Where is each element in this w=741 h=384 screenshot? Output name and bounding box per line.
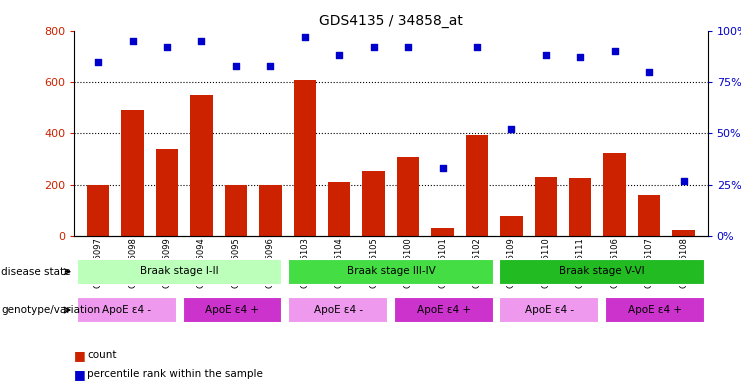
Bar xyxy=(328,182,350,236)
Text: Braak stage I-II: Braak stage I-II xyxy=(140,266,219,276)
Text: ■: ■ xyxy=(74,368,86,381)
Bar xyxy=(672,230,695,236)
Bar xyxy=(397,157,419,236)
Bar xyxy=(293,79,316,236)
Bar xyxy=(87,185,110,236)
Point xyxy=(540,52,552,58)
Point xyxy=(196,38,207,44)
Text: ApoE ε4 +: ApoE ε4 + xyxy=(205,305,259,314)
Bar xyxy=(605,297,705,323)
Bar xyxy=(393,297,494,323)
Text: ApoE ε4 +: ApoE ε4 + xyxy=(416,305,471,314)
Text: ApoE ε4 -: ApoE ε4 - xyxy=(102,305,151,314)
Point xyxy=(436,165,448,171)
Bar xyxy=(77,297,177,323)
Text: Braak stage V-VI: Braak stage V-VI xyxy=(559,266,645,276)
Bar xyxy=(499,297,599,323)
Bar xyxy=(535,177,557,236)
Bar xyxy=(259,185,282,236)
Point xyxy=(333,52,345,58)
Point xyxy=(402,44,414,50)
Point xyxy=(505,126,517,132)
Point xyxy=(93,58,104,65)
Text: ApoE ε4 -: ApoE ε4 - xyxy=(525,305,574,314)
Text: ■: ■ xyxy=(74,349,86,362)
Point xyxy=(127,38,139,44)
Title: GDS4135 / 34858_at: GDS4135 / 34858_at xyxy=(319,14,463,28)
Point xyxy=(643,69,655,75)
Point xyxy=(609,48,621,55)
Text: ApoE ε4 +: ApoE ε4 + xyxy=(628,305,682,314)
Bar xyxy=(638,195,660,236)
Point xyxy=(265,63,276,69)
Point xyxy=(299,34,310,40)
Bar xyxy=(225,185,247,236)
Point xyxy=(161,44,173,50)
Bar xyxy=(362,170,385,236)
Text: count: count xyxy=(87,350,117,360)
Text: percentile rank within the sample: percentile rank within the sample xyxy=(87,369,263,379)
Bar xyxy=(603,153,626,236)
Bar xyxy=(431,228,453,236)
Bar xyxy=(569,179,591,236)
Bar xyxy=(190,95,213,236)
Text: Braak stage III-IV: Braak stage III-IV xyxy=(347,266,435,276)
Bar xyxy=(499,259,705,285)
Bar xyxy=(466,135,488,236)
Point xyxy=(471,44,483,50)
Text: disease state: disease state xyxy=(1,267,71,277)
Bar xyxy=(288,297,388,323)
Point xyxy=(677,178,689,184)
Bar xyxy=(288,259,494,285)
Point xyxy=(230,63,242,69)
Bar xyxy=(500,216,522,236)
Point xyxy=(368,44,379,50)
Bar xyxy=(122,110,144,236)
Bar xyxy=(77,259,282,285)
Bar xyxy=(182,297,282,323)
Text: genotype/variation: genotype/variation xyxy=(1,305,101,315)
Text: ApoE ε4 -: ApoE ε4 - xyxy=(313,305,362,314)
Point xyxy=(574,55,586,61)
Bar xyxy=(156,149,179,236)
